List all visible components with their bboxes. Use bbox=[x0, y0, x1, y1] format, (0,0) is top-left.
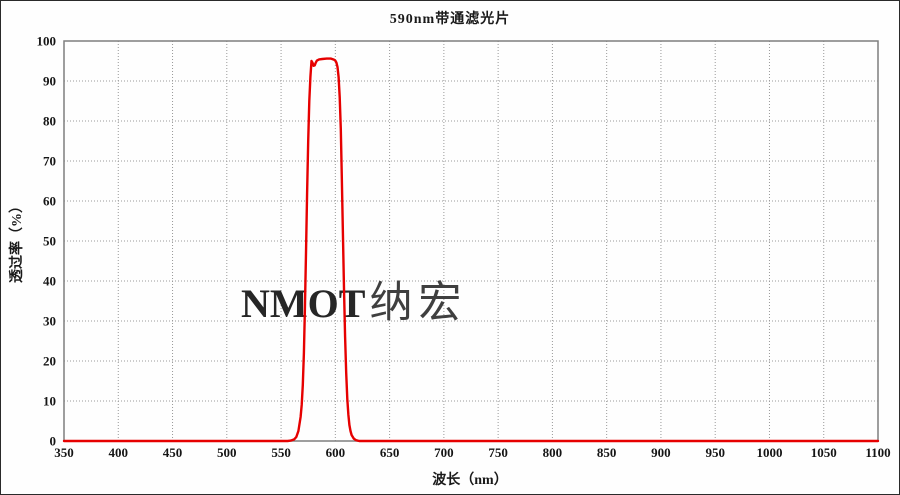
x-tick-label: 450 bbox=[163, 445, 183, 460]
watermark-text: NMOT纳宏 bbox=[241, 279, 467, 327]
y-tick-label: 60 bbox=[43, 194, 56, 209]
y-tick-label: 20 bbox=[43, 354, 56, 369]
y-tick-label: 80 bbox=[43, 114, 56, 129]
x-tick-label: 750 bbox=[488, 445, 508, 460]
x-tick-label: 700 bbox=[434, 445, 454, 460]
chart-title: 590nm带通滤光片 bbox=[389, 12, 511, 27]
x-tick-label: 900 bbox=[651, 445, 671, 460]
x-tick-label: 800 bbox=[543, 445, 563, 460]
plot-border bbox=[63, 40, 879, 442]
x-tick-label: 1100 bbox=[865, 445, 890, 460]
x-tick-label: 500 bbox=[217, 445, 237, 460]
x-tick-label: 950 bbox=[705, 445, 725, 460]
y-axis-label: 透过率（%） bbox=[10, 199, 25, 283]
gridlines bbox=[63, 40, 879, 442]
x-tick-label: 850 bbox=[597, 445, 617, 460]
y-tick-label: 0 bbox=[50, 434, 57, 449]
watermark-cjk: 纳宏 bbox=[369, 279, 467, 327]
tick-labels: 350 400 450 500 550 600 650 700 750 800 850 900 950 1… bbox=[37, 34, 891, 461]
x-axis-label: 波长（nm） bbox=[432, 473, 508, 488]
x-tick-label: 400 bbox=[109, 445, 129, 460]
y-tick-label: 30 bbox=[43, 314, 56, 329]
x-tick-label: 600 bbox=[326, 445, 346, 460]
y-tick-label: 70 bbox=[43, 154, 56, 169]
y-tick-label: 50 bbox=[43, 234, 56, 249]
x-tick-label: 650 bbox=[380, 445, 400, 460]
y-tick-label: 10 bbox=[43, 394, 56, 409]
watermark-latin: NMOT bbox=[241, 281, 366, 326]
x-tick-label: 550 bbox=[271, 445, 291, 460]
transmittance-curve bbox=[62, 57, 880, 443]
x-tick-label: 350 bbox=[54, 445, 74, 460]
y-tick-label: 100 bbox=[37, 34, 57, 49]
y-tick-label: 40 bbox=[43, 274, 56, 289]
y-tick-label: 90 bbox=[43, 74, 56, 89]
x-tick-label: 1000 bbox=[756, 445, 782, 460]
x-tick-label: 1050 bbox=[811, 445, 837, 460]
